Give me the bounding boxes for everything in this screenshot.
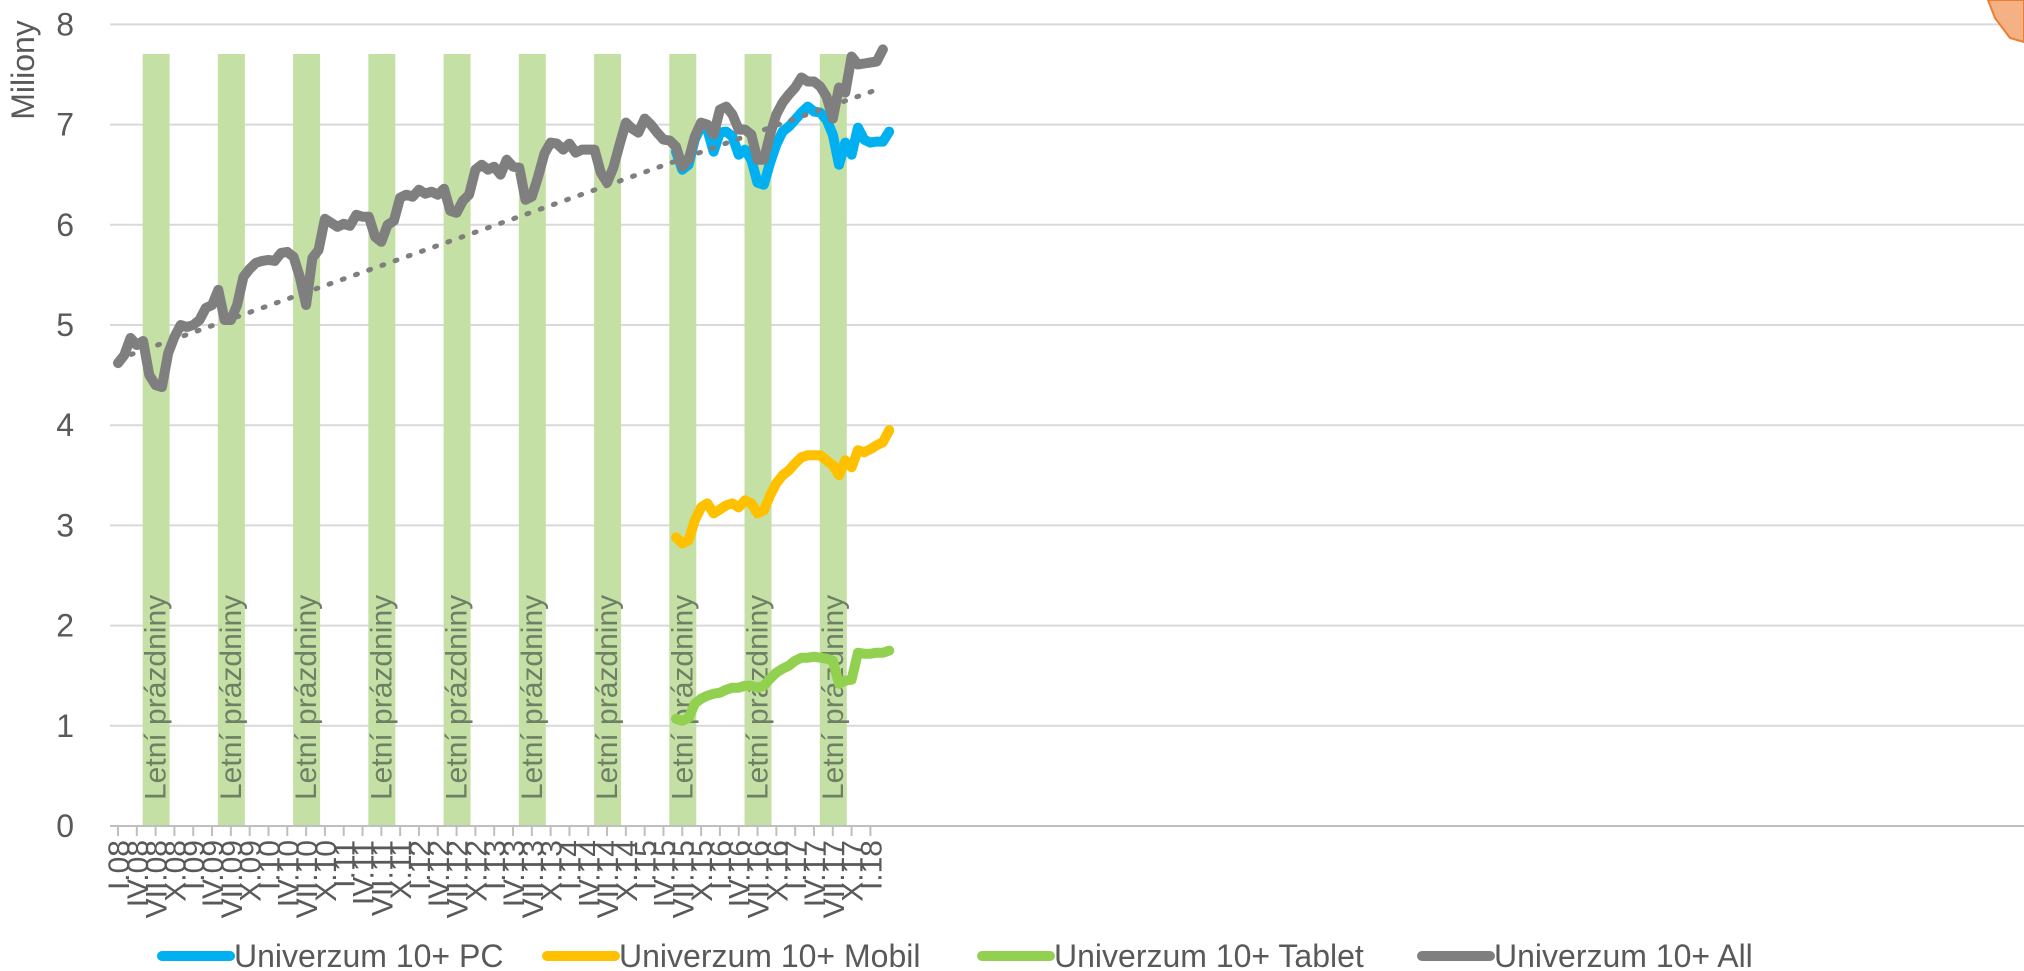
x-tick-label: X.08 xyxy=(159,840,192,902)
y-tick-label: 0 xyxy=(56,808,74,844)
x-tick-label: I.15 xyxy=(630,840,663,890)
legend-label: Univerzum 10+ Tablet xyxy=(1054,938,1364,971)
summer-band-label: Letní prázdniny xyxy=(742,595,775,800)
x-tick-label: VII.16 xyxy=(743,840,776,918)
x-tick-label: X.12 xyxy=(460,840,493,902)
x-tick-label: VII.13 xyxy=(517,840,550,918)
x-tick-label: X.09 xyxy=(235,840,268,902)
summer-band-label: Letní prázdniny xyxy=(290,595,323,800)
x-tick-label: X.13 xyxy=(536,840,569,902)
summer-band-label: Letní prázdniny xyxy=(591,595,624,800)
arrow-shape-decoration xyxy=(1986,0,2024,44)
x-tick-label: IV.09 xyxy=(197,840,230,907)
x-tick-label: I.13 xyxy=(479,840,512,890)
x-tick-label: I.18 xyxy=(855,840,888,890)
x-tick-label: IV.08 xyxy=(122,840,155,907)
x-tick-label: I.08 xyxy=(103,840,136,890)
x-tick-label: IV.10 xyxy=(272,840,305,907)
y-tick-label: 1 xyxy=(56,708,74,744)
summer-bands: Letní prázdniny Letní prázdniny Letní práz… xyxy=(140,54,850,826)
x-tick-label: VII.15 xyxy=(667,840,700,918)
y-tick-label: 3 xyxy=(56,507,74,543)
x-tick-label: VII.09 xyxy=(216,840,249,918)
x-tick-label: I.11 xyxy=(329,840,362,888)
y-tick-label: 4 xyxy=(56,407,74,443)
summer-band-label: Letní prázdniny xyxy=(666,595,699,800)
x-tick-label: X.16 xyxy=(761,840,794,902)
x-tick-label: X.10 xyxy=(310,840,343,902)
summer-band xyxy=(443,54,471,826)
summer-band-label: Letní prázdniny xyxy=(140,595,173,800)
summer-band xyxy=(293,54,321,826)
x-tick-label: I.17 xyxy=(780,840,813,890)
y-tick-label: 2 xyxy=(56,608,74,644)
legend-label: Univerzum 10+ Mobil xyxy=(619,938,920,971)
x-tick-label: I.10 xyxy=(253,840,286,890)
series-line-univerzum-10-mobil xyxy=(671,425,895,549)
gridlines xyxy=(110,23,2024,827)
x-tick-label: I.12 xyxy=(404,840,437,890)
x-tick-label: IV.17 xyxy=(799,840,832,907)
x-tick-label: VII.17 xyxy=(818,840,851,918)
x-tick-label: IV.12 xyxy=(423,840,456,907)
legend: Univerzum 10+ PC Univerzum 10+ Mobil Unive… xyxy=(157,938,1753,971)
legend-label: Univerzum 10+ All xyxy=(1494,938,1753,971)
x-tick-label: VII.14 xyxy=(592,840,625,918)
series-line-univerzum-10-all xyxy=(113,44,888,393)
x-tick-label: X.14 xyxy=(611,840,644,902)
y-axis-label: Miliony xyxy=(5,20,41,120)
y-axis: 0 1 2 3 4 5 6 7 8 xyxy=(56,6,74,844)
summer-band-label: Letní prázdniny xyxy=(817,595,850,800)
x-tick-label: IV.11 xyxy=(348,840,381,905)
x-tick-label: I.16 xyxy=(705,840,738,890)
x-tick-label: X.15 xyxy=(686,840,719,902)
x-tick-label: IV.15 xyxy=(648,840,681,907)
summer-band-label: Letní prázdniny xyxy=(441,595,474,800)
series-line-univerzum-10-tablet xyxy=(671,645,895,726)
summer-band-label: Letní prázdniny xyxy=(215,595,248,800)
x-tick-label: X.17 xyxy=(837,840,870,902)
x-tick-label: I.14 xyxy=(554,840,587,890)
summer-band xyxy=(217,54,245,826)
summer-band-label: Letní prázdniny xyxy=(516,595,549,800)
legend-label: Univerzum 10+ PC xyxy=(234,938,503,971)
y-tick-label: 6 xyxy=(56,207,74,243)
x-tick-label: VII.11 xyxy=(366,840,399,916)
x-tick-label: X.11 xyxy=(385,840,418,900)
x-tick-label: VII.08 xyxy=(141,840,174,918)
series-lines xyxy=(113,44,895,726)
series-line-univerzum-10-pc xyxy=(671,101,895,190)
y-tick-label: 8 xyxy=(56,6,74,42)
y-tick-label: 5 xyxy=(56,307,74,343)
x-tick-label: IV.16 xyxy=(724,840,757,907)
x-tick-label: IV.14 xyxy=(573,840,606,907)
summer-band xyxy=(819,54,847,826)
x-tick-label: VII.10 xyxy=(291,840,324,918)
summer-band xyxy=(368,54,396,826)
x-tick-label: I.09 xyxy=(178,840,211,890)
x-axis: I.08IV.08VII.08X.08I.09IV.09VII.09X.09I.… xyxy=(103,825,2024,918)
summer-band xyxy=(142,54,170,826)
summer-band-label: Letní prázdniny xyxy=(365,595,398,800)
x-tick-label: VII.12 xyxy=(442,840,475,918)
y-tick-label: 7 xyxy=(56,107,74,143)
x-tick-label: IV.13 xyxy=(498,840,531,907)
summer-band xyxy=(669,54,697,826)
